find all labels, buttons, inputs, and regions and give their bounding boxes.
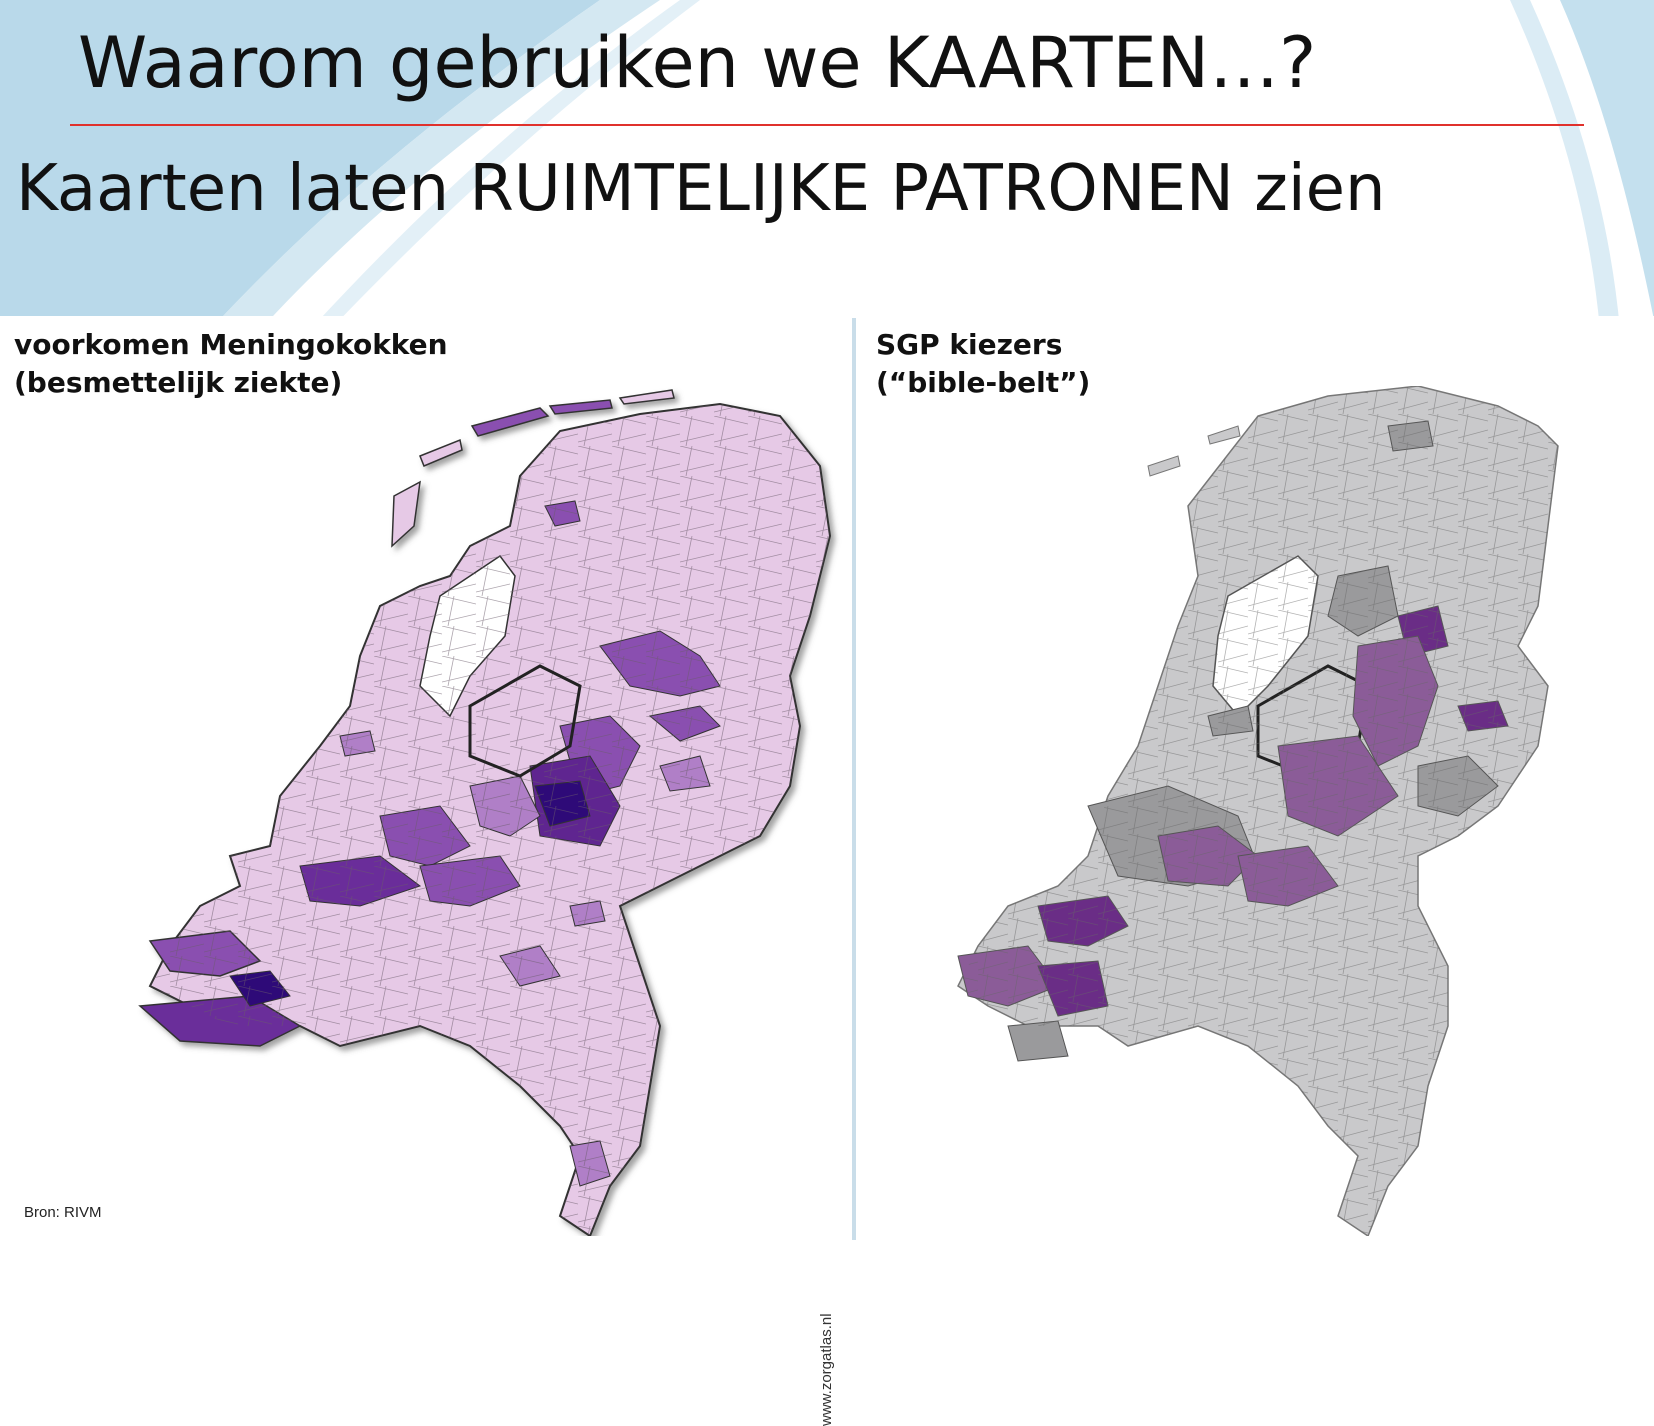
- map-caption-line-2: (“bible-belt”): [876, 366, 1091, 399]
- meningococcal-map-panel: voorkomen Meningokokken (besmettelijk zi…: [0, 316, 850, 1426]
- slide-title: Waarom gebruiken we KAARTEN…?: [78, 22, 1317, 104]
- header-background: [0, 0, 1654, 330]
- map-credit: www.zorgatlas.nl: [818, 1313, 835, 1426]
- slide-subtitle: Kaarten laten RUIMTELIJKE PATRONEN zien: [16, 152, 1386, 226]
- map-caption: voorkomen Meningokokken (besmettelijk zi…: [14, 326, 448, 402]
- map-caption-line-2: (besmettelijk ziekte): [14, 366, 343, 399]
- title-divider: [70, 124, 1584, 126]
- sgp-voters-map-panel: SGP kiezers (“bible-belt”): [858, 316, 1654, 1240]
- map-caption-line-1: voorkomen Meningokokken: [14, 328, 448, 361]
- map-caption-line-1: SGP kiezers: [876, 328, 1063, 361]
- map-caption: SGP kiezers (“bible-belt”): [876, 326, 1090, 402]
- panel-divider: [852, 318, 856, 1240]
- map-source: Bron: RIVM: [24, 1204, 102, 1221]
- netherlands-choropleth-map: [138, 389, 832, 1236]
- netherlands-choropleth-map: [957, 386, 1648, 1236]
